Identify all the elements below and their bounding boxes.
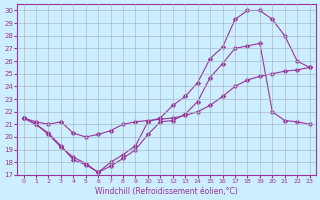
X-axis label: Windchill (Refroidissement éolien,°C): Windchill (Refroidissement éolien,°C) bbox=[95, 187, 238, 196]
